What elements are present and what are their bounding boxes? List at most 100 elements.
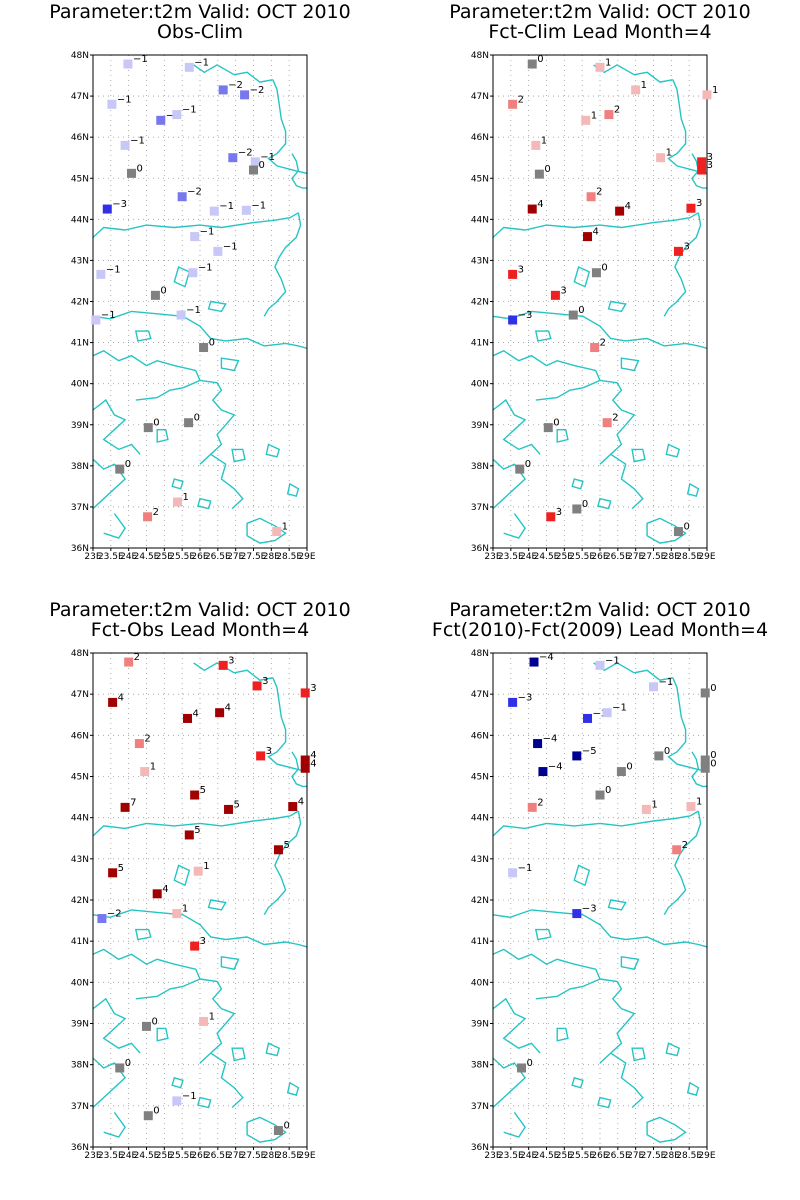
coastline-segment <box>265 1042 281 1057</box>
station-value-label: 3 <box>262 676 268 687</box>
station-marker <box>272 527 282 537</box>
x-tick-label: 26E <box>191 1151 208 1161</box>
station-marker <box>209 206 219 216</box>
station-value-label: 1 <box>591 110 597 121</box>
station-marker <box>172 1096 182 1106</box>
station-value-label: 1 <box>182 904 188 915</box>
coastline-segment <box>493 997 541 1054</box>
station-marker <box>213 246 223 256</box>
map-frame <box>92 54 308 549</box>
station-marker <box>700 763 710 773</box>
station-value-label: −1 <box>130 135 145 146</box>
coastline-segment <box>286 1081 300 1096</box>
station-marker <box>568 310 578 320</box>
station-marker <box>218 660 228 670</box>
station-marker <box>152 889 162 899</box>
x-tick-label: 28.5E <box>276 552 302 562</box>
station-marker <box>173 497 183 507</box>
station-marker <box>572 751 582 761</box>
station-value-label: 1 <box>651 799 657 810</box>
station-value-label: −4 <box>543 734 558 745</box>
x-tick-label: 26E <box>591 552 608 562</box>
station-marker <box>120 802 130 812</box>
station-value-label: 4 <box>593 227 599 238</box>
station-marker <box>184 62 194 72</box>
station-marker <box>228 153 238 163</box>
coastline-segment <box>263 212 302 317</box>
station-value-label: 0 <box>259 160 265 171</box>
y-tick-label: 39N <box>471 1020 489 1030</box>
x-tick-label: 25.5E <box>169 1151 195 1161</box>
coastline-segment <box>220 955 240 970</box>
station-value-label: 4 <box>537 199 543 210</box>
y-tick-label: 45N <box>71 174 89 184</box>
y-tick-label: 48N <box>471 51 489 61</box>
station-marker <box>252 681 262 691</box>
station-marker <box>124 657 134 667</box>
station-marker <box>256 751 266 761</box>
x-tick-label: 29E <box>298 1151 315 1161</box>
y-tick-label: 44N <box>471 814 489 824</box>
y-tick-label: 38N <box>471 1061 489 1071</box>
station-marker <box>649 682 658 692</box>
y-tick-label: 41N <box>71 937 89 947</box>
station-value-label: 3 <box>560 285 566 296</box>
station-marker <box>586 192 596 202</box>
station-marker <box>176 310 186 320</box>
y-tick-label: 47N <box>471 690 489 700</box>
map-panel-4: Parameter:t2m Valid: OCT 2010Fct(2010)-F… <box>432 599 768 1161</box>
y-tick-label: 42N <box>71 298 89 308</box>
station-value-label: −1 <box>260 152 275 163</box>
station-marker <box>534 169 544 179</box>
station-marker <box>697 165 707 175</box>
map-frame <box>492 54 708 549</box>
coastline-segment <box>493 350 601 401</box>
coastline-segment <box>93 909 307 948</box>
station-value-label: −5 <box>582 746 597 757</box>
x-tick-label: 26E <box>591 1151 608 1161</box>
station-marker <box>190 790 200 800</box>
station-marker <box>184 418 194 428</box>
station-marker <box>143 423 153 433</box>
coastline-segment <box>93 350 201 401</box>
station-value-label: −1 <box>251 200 266 211</box>
station-marker <box>508 868 518 878</box>
station-value-label: 4 <box>298 797 304 808</box>
station-marker <box>673 527 683 537</box>
y-tick-label: 41N <box>471 339 489 349</box>
station-value-label: 3 <box>228 655 234 666</box>
station-value-label: −1 <box>605 655 620 666</box>
y-tick-label: 37N <box>471 1102 489 1112</box>
x-tick-label: 27E <box>227 1151 244 1161</box>
coastline-segment <box>599 379 636 465</box>
y-tick-label: 40N <box>71 978 89 988</box>
y-tick-label: 42N <box>71 896 89 906</box>
coastline-segment <box>597 1096 612 1109</box>
coastline-segment <box>686 482 700 498</box>
coastline-segment <box>193 64 273 83</box>
coastline-segment <box>134 928 152 941</box>
station-marker <box>527 204 537 214</box>
panel-title: Parameter:t2m Valid: OCT 2010 <box>449 1 750 23</box>
y-tick-label: 38N <box>71 462 89 472</box>
coastline-segment <box>493 458 527 510</box>
x-tick-label: 26.5E <box>205 552 231 562</box>
y-tick-label: 46N <box>71 133 89 143</box>
station-value-label: 0 <box>525 459 531 470</box>
station-value-label: −2 <box>250 85 265 96</box>
station-marker <box>177 192 187 202</box>
coastline-segment <box>493 948 601 1000</box>
y-tick-label: 36N <box>471 1143 489 1153</box>
coastline-segment <box>93 458 127 510</box>
station-marker <box>543 423 553 433</box>
station-value-label: 4 <box>225 703 231 714</box>
grid-lines <box>493 55 707 548</box>
station-value-label: −1 <box>200 227 215 238</box>
coastline-segment <box>620 357 640 372</box>
station-marker <box>108 868 118 878</box>
station-value-label: 0 <box>710 750 716 761</box>
x-tick-label: 25.5E <box>169 552 195 562</box>
coastline-segment <box>610 1052 644 1109</box>
coastline-segment <box>171 478 184 490</box>
